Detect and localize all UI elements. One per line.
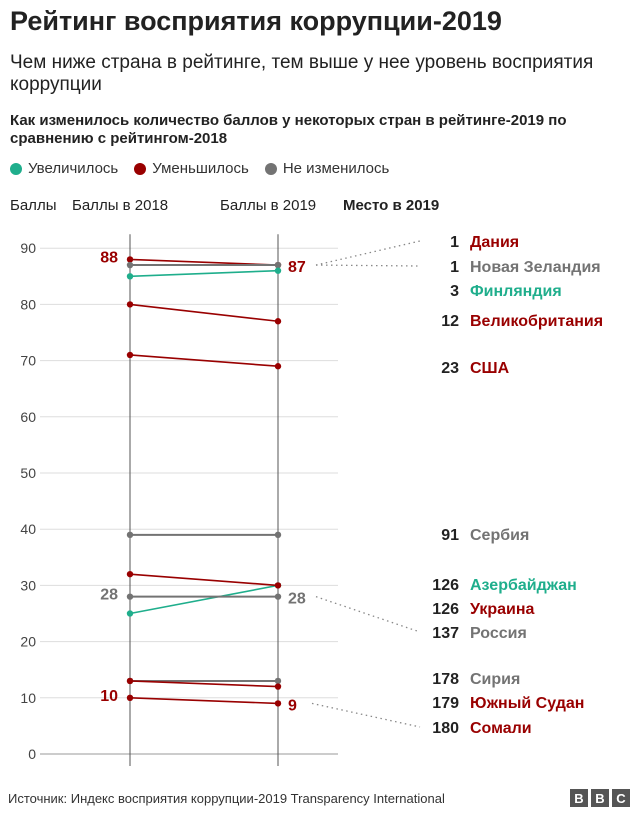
y-tick-label: 0 <box>28 746 36 762</box>
data-point <box>126 694 134 701</box>
data-point <box>126 610 134 617</box>
legend-label-unchanged: Не изменилось <box>282 160 390 177</box>
rank-label: 1 <box>450 234 459 251</box>
data-point <box>274 700 282 707</box>
series-line <box>129 697 279 705</box>
legend-item-increased: Увеличилось <box>10 160 118 177</box>
series-line <box>129 584 279 615</box>
header-scores-2018: Баллы в 2018 <box>72 197 169 214</box>
country-label: Финляндия <box>470 283 562 300</box>
value-label: 9 <box>288 697 297 714</box>
data-point <box>274 267 282 274</box>
country-label: Новая Зеландия <box>470 259 601 276</box>
y-tick-label: 10 <box>20 690 36 706</box>
bbc-logo-letter-2: B <box>591 789 609 807</box>
country-label: Южный Судан <box>470 695 584 712</box>
bbc-logo: B B C <box>570 789 630 807</box>
rank-label: 180 <box>432 720 459 737</box>
y-tick-label: 30 <box>20 577 36 593</box>
data-point <box>126 570 134 578</box>
bbc-logo-letter-3: C <box>612 789 630 807</box>
header-scores: Баллы <box>10 197 57 214</box>
data-point <box>126 351 134 359</box>
rank-label: 3 <box>450 283 459 300</box>
leader-line <box>315 240 421 266</box>
country-label: Сирия <box>470 671 520 688</box>
y-tick-label: 20 <box>20 634 36 650</box>
data-point <box>274 531 282 539</box>
legend-dot-decreased <box>134 162 147 175</box>
country-label: Украина <box>470 601 535 618</box>
data-point <box>274 582 282 589</box>
rank-label: 91 <box>441 527 459 544</box>
data-point <box>274 318 282 325</box>
rank-label: 126 <box>432 601 459 618</box>
data-point <box>126 301 134 308</box>
rank-label: 126 <box>432 577 459 594</box>
leader-line <box>315 264 421 267</box>
country-label: Азербайджан <box>470 577 577 594</box>
data-point <box>126 261 134 269</box>
country-label: Россия <box>470 625 527 642</box>
source-note: Источник: Индекс восприятия коррупции-20… <box>8 791 445 806</box>
data-point <box>126 593 134 600</box>
y-tick-label: 60 <box>20 409 36 425</box>
data-point <box>274 593 282 600</box>
series-line <box>129 354 279 368</box>
data-point <box>126 273 134 280</box>
leader-line <box>315 596 421 633</box>
legend: Увеличилось Уменьшилось Не изменилось <box>10 160 389 177</box>
rank-label: 12 <box>441 313 459 330</box>
country-label: Сербия <box>470 527 529 544</box>
legend-label-increased: Увеличилось <box>28 160 119 177</box>
data-point <box>126 256 134 263</box>
data-point <box>274 363 282 370</box>
y-tick-label: 40 <box>20 521 36 537</box>
rank-label: 23 <box>441 360 459 377</box>
data-point <box>274 677 282 685</box>
series-line <box>129 680 279 688</box>
legend-item-unchanged: Не изменилось <box>264 160 390 177</box>
chart-description: Как изменилось количество баллов у некот… <box>10 112 567 147</box>
rank-label: 178 <box>432 671 459 688</box>
value-label: 28 <box>288 591 306 608</box>
value-label: 28 <box>100 587 118 604</box>
y-tick-label: 70 <box>20 353 36 369</box>
rank-label: 1 <box>450 259 459 276</box>
legend-dot-unchanged <box>264 162 277 175</box>
value-label: 88 <box>100 249 118 266</box>
chart-subtitle: Чем ниже страна в рейтинге, тем выше у н… <box>10 52 594 95</box>
data-point <box>274 261 282 269</box>
leader-line <box>311 702 421 728</box>
legend-item-decreased: Уменьшилось <box>134 160 249 177</box>
data-point <box>126 531 134 539</box>
data-point <box>274 683 282 690</box>
series-line <box>129 269 279 278</box>
y-tick-label: 50 <box>20 465 36 481</box>
chart-title: Рейтинг восприятия коррупции-2019 <box>10 6 502 36</box>
rank-label: 179 <box>432 695 459 712</box>
header-rank-2019: Место в 2019 <box>343 197 440 214</box>
series-line <box>129 303 279 323</box>
country-label: Великобритания <box>470 313 603 330</box>
bbc-logo-letter-1: B <box>570 789 588 807</box>
legend-label-decreased: Уменьшилось <box>152 160 249 177</box>
value-label: 10 <box>100 688 118 705</box>
legend-dot-increased <box>10 162 22 175</box>
country-label: Сомали <box>470 720 532 737</box>
header-scores-2019: Баллы в 2019 <box>220 197 317 214</box>
y-tick-label: 90 <box>20 240 36 256</box>
country-label: Дания <box>470 234 519 251</box>
value-label: 87 <box>288 259 306 276</box>
data-point <box>126 677 134 685</box>
y-tick-label: 80 <box>20 296 36 312</box>
series-line <box>129 573 279 587</box>
country-label: США <box>470 360 510 377</box>
rank-label: 137 <box>432 625 459 642</box>
